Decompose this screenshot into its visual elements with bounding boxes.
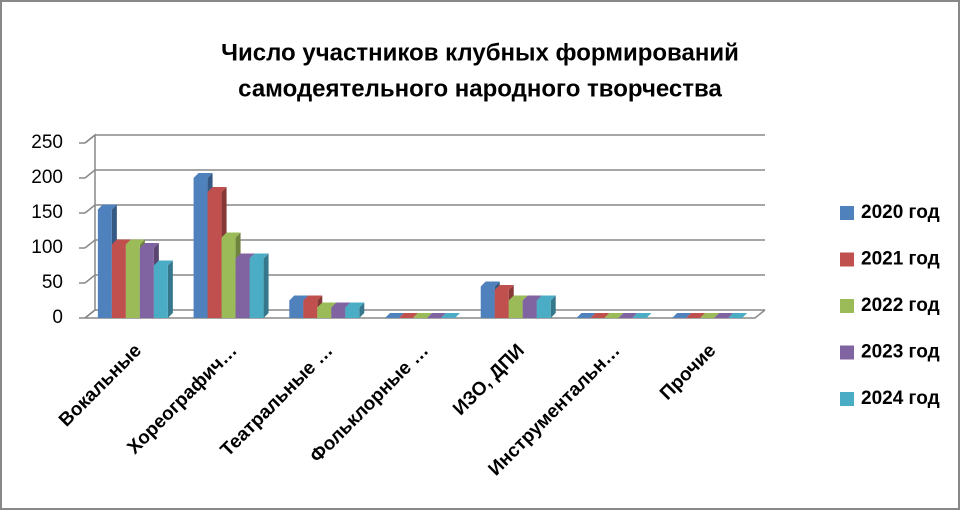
bar-top: [427, 313, 446, 318]
legend-swatch: [840, 252, 854, 267]
bar-top: [700, 313, 720, 318]
y-tick-label: 50: [42, 272, 63, 293]
bar: [494, 290, 509, 318]
bar: [480, 286, 495, 318]
bar-top: [480, 281, 500, 287]
bar-top: [111, 239, 131, 245]
bar-side: [359, 302, 365, 318]
bar-top: [508, 295, 528, 301]
bar-top: [728, 313, 748, 318]
legend-label: 2021 год: [861, 249, 940, 270]
bar: [536, 300, 551, 318]
bar-top: [331, 302, 351, 308]
bar: [193, 178, 208, 318]
bar-top: [249, 253, 269, 259]
y-tick-label: 250: [31, 132, 63, 153]
bar: [345, 307, 360, 318]
legend-swatch: [840, 392, 854, 406]
bar-top: [235, 253, 255, 259]
grid-line: [84, 274, 765, 284]
bar-top: [672, 313, 692, 318]
grid-line: [84, 134, 765, 144]
chart-title: самодеятельного народного творчества: [238, 75, 722, 102]
bar-top: [289, 295, 309, 301]
chart-title: Число участников клубных формирований: [221, 39, 739, 66]
bar: [97, 209, 112, 318]
bar: [125, 244, 140, 318]
bar-top: [317, 302, 337, 308]
bar-side: [550, 295, 556, 318]
bar: [153, 265, 168, 318]
grid-line: [84, 239, 765, 249]
bar-top: [441, 313, 460, 318]
bar: [289, 300, 304, 318]
y-tick-label: 150: [31, 202, 63, 223]
bar-top: [221, 232, 241, 238]
bar-side: [263, 253, 269, 318]
bar-top: [97, 204, 117, 210]
bar: [249, 258, 264, 318]
bar-top: [618, 313, 638, 318]
legend-swatch: [840, 299, 854, 313]
bar: [317, 307, 332, 318]
bar: [111, 244, 126, 318]
grid-line: [84, 169, 765, 179]
bar-top: [413, 313, 432, 318]
bar-top: [153, 260, 173, 266]
bar-top: [303, 295, 323, 301]
bar: [303, 300, 318, 318]
legend-label: 2020 год: [861, 202, 940, 223]
y-tick-label: 200: [31, 167, 63, 188]
legend-swatch: [840, 345, 854, 360]
legend-swatch: [840, 206, 854, 220]
bar-top: [494, 285, 514, 290]
bar: [508, 300, 523, 318]
bar-top: [139, 243, 159, 248]
legend-label: 2024 год: [861, 388, 940, 409]
bar-top: [576, 313, 596, 318]
bar-top: [522, 295, 542, 301]
bar-side: [167, 260, 173, 318]
bar-top: [125, 239, 145, 245]
y-tick-label: 0: [52, 307, 63, 328]
bar-top: [632, 313, 652, 318]
bar: [331, 307, 346, 318]
bar-top: [604, 313, 624, 318]
bar: [522, 300, 537, 318]
y-tick-label: 100: [31, 237, 63, 258]
bar: [235, 258, 250, 318]
bar-top: [714, 313, 734, 318]
bar-top: [590, 313, 610, 318]
bar-top: [193, 173, 213, 178]
grid-line: [84, 204, 765, 214]
bar-top: [399, 313, 418, 318]
bar-top: [207, 187, 227, 192]
legend-label: 2023 год: [861, 342, 940, 363]
bar: [207, 192, 222, 318]
legend-label: 2022 год: [861, 295, 940, 316]
bar: [139, 248, 154, 318]
bar: [221, 237, 236, 318]
bar-top: [345, 302, 365, 308]
bar-top: [385, 313, 404, 318]
bar-top: [686, 313, 706, 318]
bar-top: [536, 295, 556, 301]
